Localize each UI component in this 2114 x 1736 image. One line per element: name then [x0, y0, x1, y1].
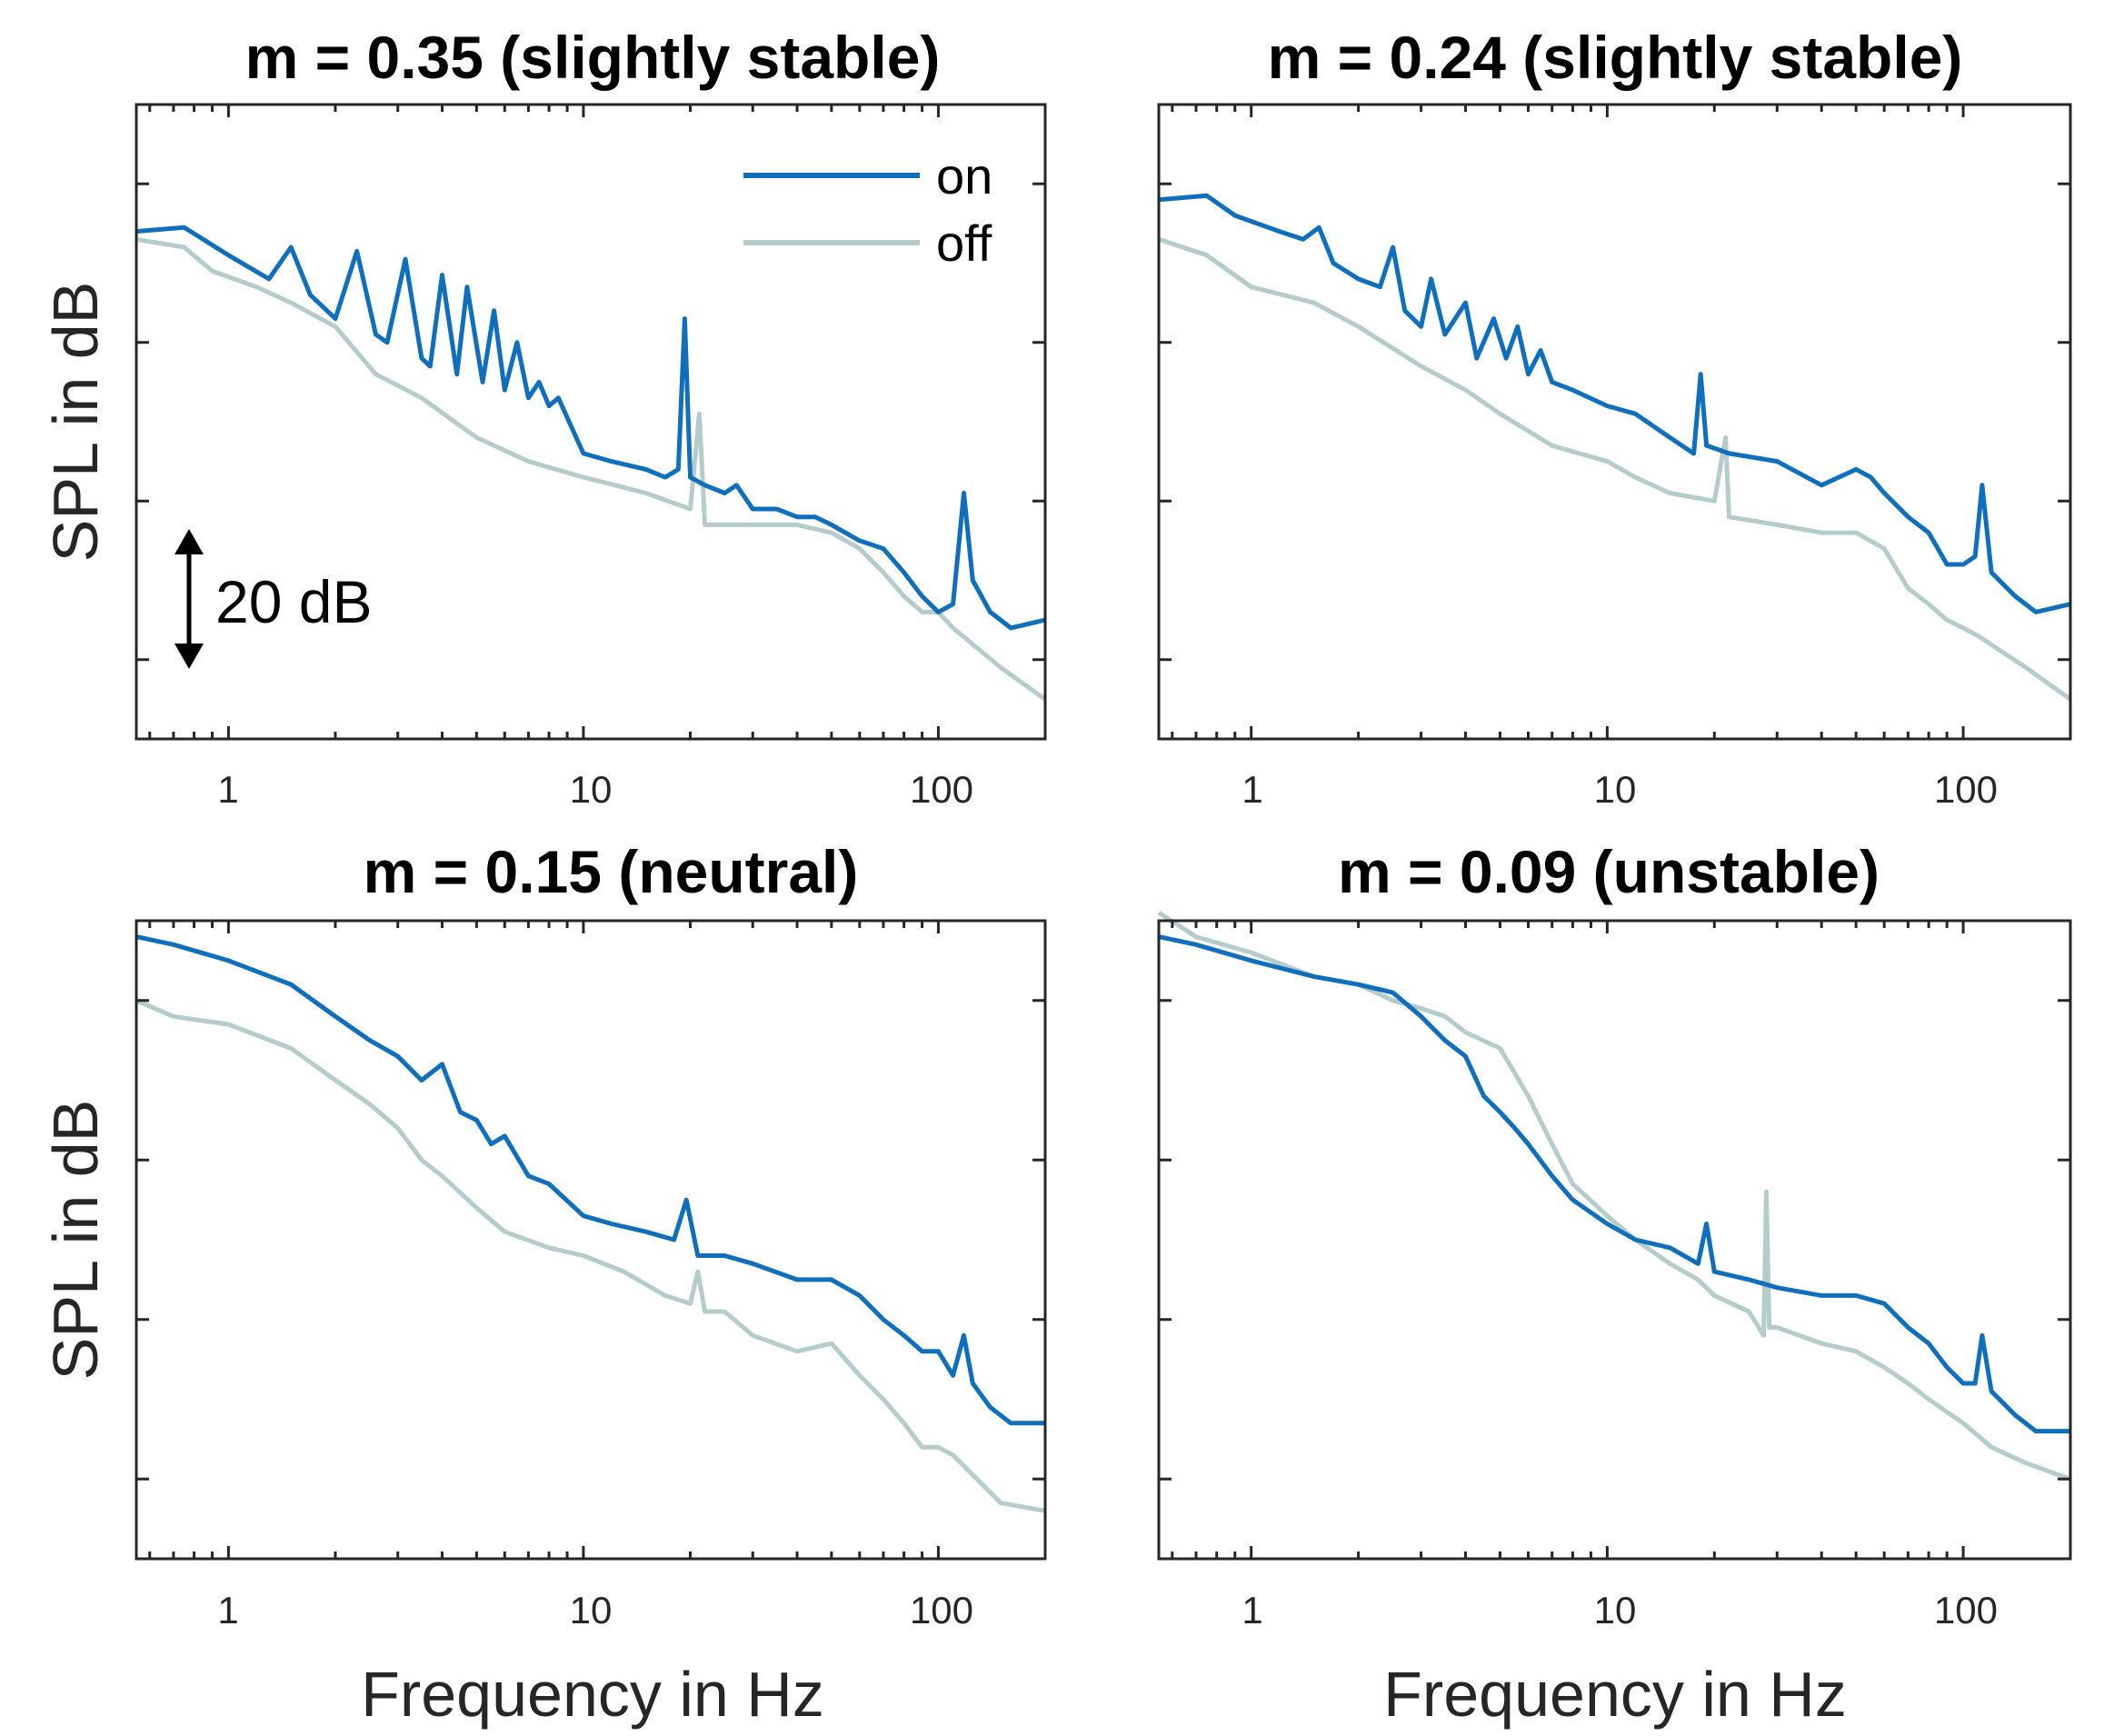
axes-box — [1157, 103, 2072, 741]
panel-bottom-right: m = 0.09 (unstable) 1 10 100 — [1157, 838, 2072, 1631]
series-off-line — [135, 998, 1046, 1513]
x-tick-label-10: 10 — [570, 1589, 613, 1631]
tick-layer — [136, 105, 1047, 739]
axes-box — [135, 919, 1047, 1561]
x-tick-label-10: 10 — [1594, 1589, 1637, 1631]
series-layer — [1157, 911, 2071, 1482]
series-off-line — [135, 236, 1047, 702]
series-on-line — [135, 224, 1046, 631]
tick-layer — [1159, 921, 2072, 1559]
series-off-line — [1158, 236, 2072, 702]
y-axis-label-bottom: SPL in dB — [40, 1100, 111, 1381]
x-axis-label-right: Frequency in Hz — [1383, 1659, 1847, 1730]
panel-title: m = 0.09 (unstable) — [1338, 838, 1880, 905]
scale-bar-arrow-up-icon — [175, 529, 204, 554]
panel-bottom-left: m = 0.15 (neutral) 1 10 100 — [135, 838, 1047, 1631]
x-tick-label-1: 1 — [217, 768, 238, 811]
legend-off-label: off — [936, 215, 992, 272]
x-tick-label-10: 10 — [570, 768, 613, 811]
series-off-line — [1157, 911, 2071, 1482]
x-tick-label-10: 10 — [1594, 768, 1637, 811]
tick-layer — [136, 921, 1047, 1559]
x-tick-label-1: 1 — [1241, 768, 1262, 811]
x-tick-label-100: 100 — [1934, 1589, 1998, 1631]
tick-layer — [1159, 105, 2072, 739]
axes-box — [135, 103, 1047, 741]
x-axis-label-left: Frequency in Hz — [361, 1659, 824, 1730]
panel-top-left: m = 0.35 (slightly stable) 1 10 100 on o… — [135, 24, 1047, 811]
x-tick-label-100: 100 — [1934, 768, 1998, 811]
panel-title: m = 0.15 (neutral) — [364, 838, 859, 905]
panel-title: m = 0.24 (slightly stable) — [1268, 24, 1963, 91]
x-tick-label-1: 1 — [217, 1589, 238, 1631]
series-layer — [135, 224, 1047, 702]
series-layer — [1158, 193, 2072, 702]
series-on-line — [1158, 934, 2070, 1434]
legend-on-label: on — [936, 147, 992, 205]
scale-bar-label: 20 dB — [215, 568, 372, 635]
scale-bar-arrow-down-icon — [175, 644, 204, 669]
series-on-line — [135, 934, 1045, 1426]
x-tick-label-100: 100 — [910, 768, 973, 811]
panel-top-right: m = 0.24 (slightly stable) 1 10 100 — [1157, 24, 2072, 811]
axes-box — [1157, 919, 2072, 1561]
y-axis-label-top: SPL in dB — [40, 282, 111, 563]
legend: on off — [743, 147, 992, 272]
scale-bar: 20 dB — [175, 529, 372, 669]
series-layer — [135, 934, 1046, 1513]
x-tick-label-1: 1 — [1241, 1589, 1262, 1631]
x-tick-label-100: 100 — [910, 1589, 973, 1631]
series-on-line — [1158, 193, 2071, 614]
panel-title: m = 0.35 (slightly stable) — [245, 24, 941, 91]
